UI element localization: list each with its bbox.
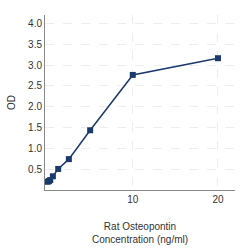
svg-text:1.0: 1.0	[28, 143, 42, 154]
svg-text:1.5: 1.5	[28, 122, 42, 133]
svg-text:Rat OsteopontinConcentration (: Rat OsteopontinConcentration (ng/ml)	[92, 221, 188, 245]
svg-text:20: 20	[212, 194, 224, 205]
svg-text:4.0: 4.0	[28, 18, 42, 29]
svg-text:3.5: 3.5	[28, 39, 42, 50]
svg-text:3.0: 3.0	[28, 60, 42, 71]
svg-text:2.0: 2.0	[28, 101, 42, 112]
svg-text:0.5: 0.5	[28, 164, 42, 175]
svg-text:2.5: 2.5	[28, 80, 42, 91]
svg-text:10: 10	[127, 194, 139, 205]
svg-text:OD: OD	[6, 95, 17, 110]
